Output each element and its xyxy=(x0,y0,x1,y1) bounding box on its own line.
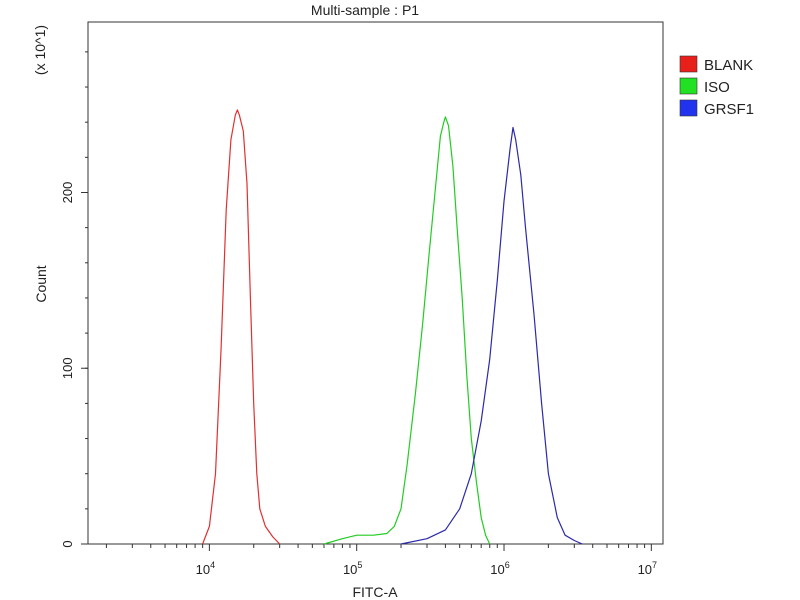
chart-title: Multi-sample : P1 xyxy=(311,2,419,18)
y-tick-label: 200 xyxy=(60,182,75,204)
y-multiplier-label: (x 10^1) xyxy=(32,25,48,75)
x-axis-ticks: 104 105 106 107 xyxy=(105,544,657,577)
series-line-blank xyxy=(202,109,281,545)
x-tick-label: 104 xyxy=(196,560,215,577)
series-line-iso xyxy=(323,116,491,545)
legend-label-grsf1: GRSF1 xyxy=(704,101,754,118)
series-line-grsf1 xyxy=(400,126,583,545)
x-tick-label: 107 xyxy=(638,560,657,577)
plot-area-frame xyxy=(87,21,664,545)
y-tick-label: 100 xyxy=(60,357,75,379)
y-axis-ticks: 0 100 200 xyxy=(60,51,88,548)
legend-swatch-blank xyxy=(679,55,698,73)
y-tick-label: 0 xyxy=(60,540,75,547)
x-axis-label: FITC-A xyxy=(352,584,398,600)
y-axis-label: Count xyxy=(33,265,49,302)
legend-label-iso: ISO xyxy=(704,79,730,96)
legend-label-blank: BLANK xyxy=(704,57,753,74)
legend-swatch-grsf1 xyxy=(679,99,698,117)
legend-swatch-iso xyxy=(679,77,698,95)
x-tick-label: 106 xyxy=(490,560,509,577)
histogram-series xyxy=(202,109,583,545)
x-tick-label: 105 xyxy=(343,560,362,577)
legend: BLANK ISO GRSF1 xyxy=(679,55,754,118)
